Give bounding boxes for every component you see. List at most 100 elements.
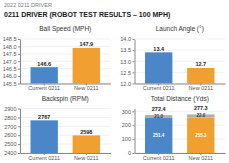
y-tick-label: 2900 [4,106,16,112]
subtitle: 2022 0211 DRIVER [4,2,52,8]
y-tick-mark [133,50,135,51]
y-tick-label: 147.0 [3,59,17,65]
grid [135,111,226,153]
y-tick-label: 146.5 [3,66,17,72]
y-axis: 145.5146.0146.5147.0147.5148.0148.5 [3,36,21,86]
value-label: 2598 [80,129,92,135]
x-tick: New 0211 [74,153,98,161]
bar [145,118,172,153]
grid-line [135,39,226,40]
segment-label: 22.0 [196,113,205,118]
grid-line [135,111,226,112]
y-axis: 2400 2500 2600 2700 2800 2900 [4,106,20,156]
panel-title: Backspin (RPM) [42,95,89,103]
x-tick: New 0211 [74,84,98,92]
y-tick-label: 2600 [4,132,16,138]
y-tick-mark [18,69,20,70]
y-tick-label: 200 [122,122,131,128]
y-tick: 146.5 [3,66,20,72]
y-tick: 2500 [4,141,20,147]
bar [187,68,214,84]
x-axis-line [135,84,226,85]
x-tick-label: New 0211 [189,155,213,161]
y-tick-label: 2800 [4,115,16,121]
x-tick-label: Current 0211 [28,155,60,161]
x-tick: Current 0211 [143,153,175,161]
bars [31,120,100,153]
value-label: 13.4 [153,46,165,52]
y-tick-mark [133,111,135,112]
x-axis: Current 0211 New 0211 [135,153,226,161]
y-tick: 2400 [4,150,20,156]
y-tick-mark [18,109,20,110]
y-tick-label: 12.5 [120,70,131,76]
y-tick-mark [133,125,135,126]
y-tick-mark [18,76,20,77]
y-tick-mark [18,84,20,85]
y-tick-mark [133,72,135,73]
y-tick: 13.0 [120,59,134,65]
data-labels: 251.421.0272.4255.322.0277.3 [152,105,208,138]
segment-label: 21.0 [154,114,163,119]
x-tick: New 0211 [189,84,213,92]
y-tick-mark [133,139,135,140]
y-tick: 14.0 [120,36,134,42]
grid-line [135,50,226,51]
y-tick-mark [18,117,20,118]
y-tick-label: 146.0 [3,73,17,79]
grid-line [20,46,111,47]
grid-line [20,108,111,109]
bar [187,114,214,117]
grid-line [20,117,111,118]
y-tick-label: 145.5 [3,81,17,87]
y-tick-label: 2700 [4,124,16,130]
y-tick: 2600 [4,132,20,138]
x-axis-line [21,153,112,154]
x-tick-label: Current 0211 [28,85,60,91]
x-tick-label: New 0211 [74,85,98,91]
panel: 251.421.0272.4255.322.0277.30100200300Cu… [122,105,226,160]
y-tick-label: 13.0 [120,59,131,65]
y-tick: 200 [122,122,135,128]
x-tick: Current 0211 [143,84,175,92]
y-tick-mark [18,153,20,154]
value-label: 146.6 [37,61,51,67]
y-tick: 147.5 [3,51,20,57]
value-label: 147.9 [79,41,93,47]
y-tick-mark [133,61,135,62]
y-tick-label: 300 [122,109,131,115]
bars [31,48,100,84]
y-tick-label: 148.0 [3,44,17,50]
x-tick: New 0211 [189,153,213,161]
y-tick-label: 0 [128,150,131,156]
segment-label: 255.3 [195,133,207,138]
y-tick-label: 2400 [4,150,16,156]
y-tick-mark [18,126,20,127]
x-axis: Current 0211 New 0211 [21,153,112,161]
panel: 2767 2598 2400 2500 2600 2700 2800 2900 Current … [4,106,111,163]
bar [145,52,172,83]
y-tick-label: 100 [122,136,131,142]
x-tick: Current 0211 [28,84,60,92]
panel: 146.6 147.9 145.5 146.0146.5147.0 147.5148.0… [3,36,111,163]
y-tick: 0 [128,150,135,156]
y-tick: 300 [122,109,135,115]
panel-title: Ball Speed (MPH) [39,25,91,33]
y-tick: 146.0 [3,73,20,79]
bars [145,52,214,83]
value-label: 2767 [38,114,50,120]
total-label: 277.3 [194,105,208,111]
y-tick: 2800 [4,115,20,121]
x-axis: Current 0211 New 0211 [135,84,226,92]
y-tick-label: 2500 [4,141,16,147]
x-tick-label: New 0211 [189,85,213,91]
y-tick: 100 [122,136,135,142]
x-axis: Current 0211 New 0211 [21,84,112,92]
y-tick: 12.0 [120,81,134,87]
y-axis-line [20,109,21,154]
bar [31,67,58,83]
panel-title: Total Distance (Yds) [151,95,209,103]
y-tick-label: 14.0 [120,36,131,42]
bars [145,114,214,153]
x-tick-label: New 0211 [74,155,98,161]
